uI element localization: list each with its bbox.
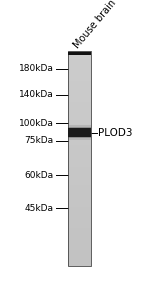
Bar xyxy=(68,220,91,223)
Bar xyxy=(68,190,91,193)
Bar xyxy=(68,91,91,94)
Bar xyxy=(68,166,91,169)
Bar xyxy=(68,127,91,138)
Bar xyxy=(68,131,91,134)
Bar xyxy=(68,158,91,161)
Bar xyxy=(68,263,91,266)
Bar xyxy=(68,128,91,137)
Bar xyxy=(68,137,91,140)
Bar xyxy=(68,51,91,54)
Bar xyxy=(68,233,91,237)
Bar xyxy=(68,161,91,164)
Bar xyxy=(68,207,91,210)
Bar xyxy=(68,153,91,156)
Bar xyxy=(68,188,91,191)
Bar xyxy=(68,255,91,258)
Bar xyxy=(68,174,91,177)
Bar xyxy=(68,80,91,83)
Bar xyxy=(68,142,91,145)
Bar xyxy=(68,252,91,255)
Bar xyxy=(68,110,91,113)
Text: 45kDa: 45kDa xyxy=(25,204,54,213)
Bar xyxy=(68,193,91,196)
Bar xyxy=(68,215,91,218)
Bar xyxy=(68,204,91,207)
Bar xyxy=(68,258,91,261)
Bar xyxy=(68,231,91,234)
Bar xyxy=(68,139,91,142)
Bar xyxy=(68,198,91,202)
Bar xyxy=(68,201,91,204)
Bar xyxy=(68,118,91,121)
Bar xyxy=(68,228,91,231)
Bar xyxy=(68,145,91,148)
Bar xyxy=(68,96,91,99)
Text: 100kDa: 100kDa xyxy=(19,119,54,128)
Text: PLOD3: PLOD3 xyxy=(98,128,132,138)
Bar xyxy=(68,185,91,188)
Bar xyxy=(68,155,91,159)
Bar xyxy=(68,107,91,110)
Bar xyxy=(68,56,91,59)
Bar xyxy=(68,125,91,140)
Bar xyxy=(68,67,91,70)
Bar xyxy=(68,236,91,239)
Bar xyxy=(68,61,91,64)
Bar xyxy=(68,260,91,263)
Text: Mouse brain: Mouse brain xyxy=(72,0,118,50)
Bar xyxy=(68,112,91,115)
Bar xyxy=(68,147,91,150)
Bar xyxy=(68,123,91,126)
Bar xyxy=(68,242,91,245)
Bar xyxy=(68,59,91,62)
Bar xyxy=(68,99,91,102)
Bar xyxy=(68,129,91,132)
Bar xyxy=(68,172,91,175)
Bar xyxy=(68,52,91,55)
Text: 60kDa: 60kDa xyxy=(24,171,54,180)
Bar xyxy=(68,88,91,91)
Bar xyxy=(68,239,91,242)
Bar xyxy=(68,209,91,212)
Bar xyxy=(68,104,91,107)
Bar xyxy=(68,177,91,180)
Bar xyxy=(68,217,91,220)
Bar xyxy=(68,53,91,56)
Bar xyxy=(68,77,91,81)
Bar xyxy=(68,196,91,199)
Bar xyxy=(68,102,91,105)
Bar xyxy=(68,72,91,75)
Bar xyxy=(68,244,91,247)
Bar xyxy=(68,51,91,266)
Bar xyxy=(68,247,91,250)
Bar xyxy=(68,64,91,67)
Bar xyxy=(68,134,91,137)
Text: 75kDa: 75kDa xyxy=(24,136,54,145)
Bar xyxy=(68,150,91,153)
Bar xyxy=(68,115,91,118)
Text: 140kDa: 140kDa xyxy=(19,90,54,99)
Bar xyxy=(68,86,91,89)
Bar xyxy=(68,75,91,78)
Bar xyxy=(68,69,91,72)
Bar xyxy=(68,250,91,253)
Bar xyxy=(68,120,91,124)
Bar xyxy=(68,83,91,86)
Bar xyxy=(68,180,91,183)
Bar xyxy=(68,164,91,167)
Bar xyxy=(68,126,91,129)
Text: 180kDa: 180kDa xyxy=(19,64,54,73)
Bar xyxy=(68,225,91,228)
Bar xyxy=(68,182,91,185)
Bar xyxy=(68,94,91,97)
Bar xyxy=(68,169,91,172)
Bar xyxy=(68,212,91,215)
Bar xyxy=(68,223,91,226)
